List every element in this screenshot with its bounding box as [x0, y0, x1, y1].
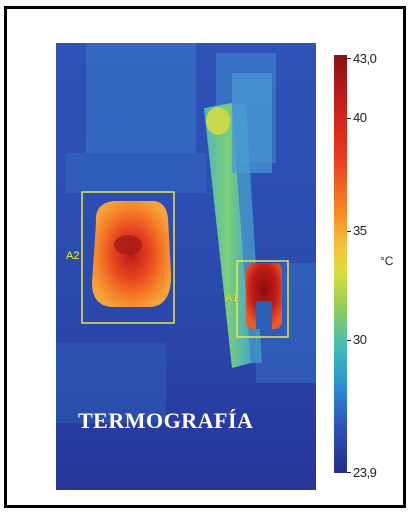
tick-max	[347, 58, 351, 59]
tick-label-30: 30	[353, 332, 367, 347]
watermark-title: TERMOGRAFÍA	[78, 408, 254, 433]
tick-30	[347, 340, 351, 341]
tick-min	[347, 472, 351, 473]
temperature-colorbar	[334, 55, 347, 473]
tick-label-max: 43,0	[353, 51, 377, 66]
tick-label-40: 40	[353, 110, 367, 125]
unit-label: °C	[380, 254, 394, 268]
tick-label-min: 23,9	[353, 465, 377, 480]
roi-label-a1: A1	[225, 292, 239, 304]
tick-label-35: 35	[353, 223, 367, 238]
thermal-image	[56, 43, 316, 490]
tick-40	[347, 118, 351, 119]
roi-label-a2: A2	[66, 250, 80, 262]
tick-35	[347, 231, 351, 232]
